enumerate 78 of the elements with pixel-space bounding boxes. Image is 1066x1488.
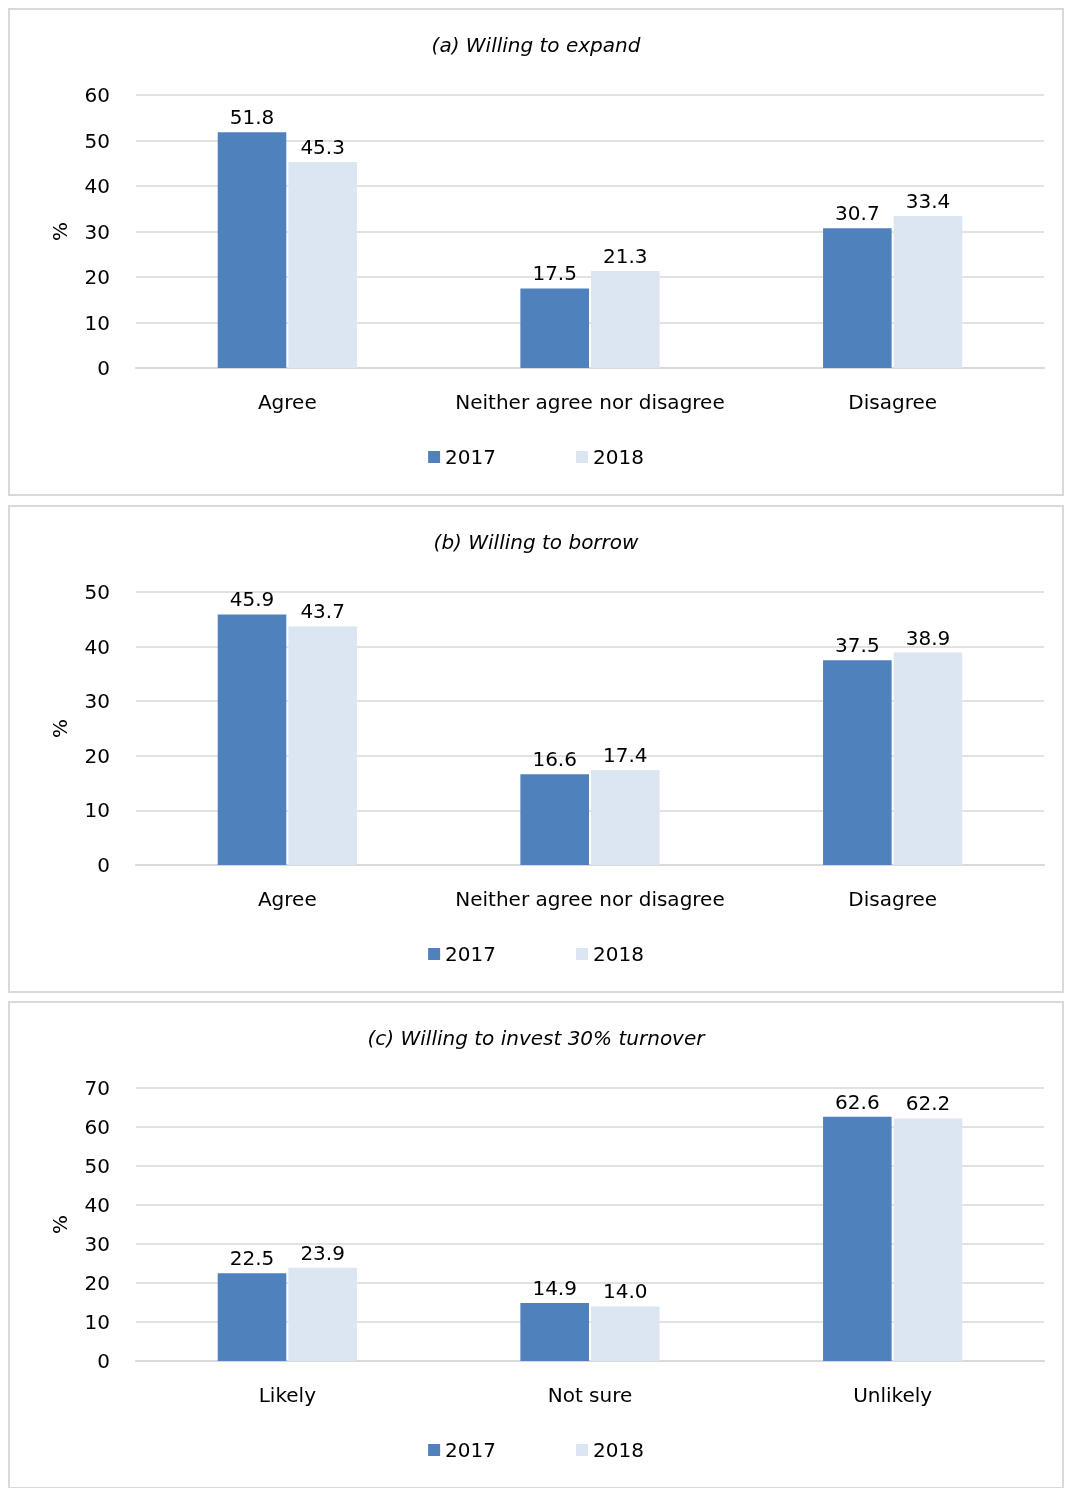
bar: [217, 1273, 287, 1361]
x-tick-label: Neither agree nor disagree: [455, 887, 725, 911]
bar: [591, 1306, 660, 1361]
x-tick-label: Unlikely: [853, 1383, 933, 1407]
y-axis-title: %: [48, 1214, 72, 1235]
bar: [893, 1118, 963, 1361]
x-tick-label: Neither agree nor disagree: [455, 390, 725, 414]
bar: [288, 626, 357, 865]
y-tick-label: 30: [84, 1232, 110, 1256]
y-tick-label: 20: [84, 265, 110, 289]
data-label: 17.4: [603, 743, 648, 767]
y-tick-label: 70: [84, 1076, 110, 1100]
bar: [823, 228, 892, 368]
y-tick-label: 20: [84, 1271, 110, 1295]
y-tick-label: 20: [84, 743, 110, 768]
legend-label: 2018: [593, 445, 644, 469]
y-tick-label: 50: [84, 128, 110, 153]
y-tick-label: 40: [84, 634, 110, 659]
data-label: 14.9: [532, 1275, 577, 1300]
legend-label: 2018: [593, 1438, 644, 1462]
y-tick-label: 40: [84, 174, 110, 198]
y-tick-label: 0: [97, 356, 110, 380]
y-tick-label: 50: [84, 1154, 110, 1178]
bar: [823, 660, 892, 865]
x-tick-label: Not sure: [547, 1383, 633, 1407]
data-label: 45.9: [229, 587, 275, 612]
data-label: 33.4: [905, 189, 951, 214]
x-tick-label: Agree: [257, 390, 317, 414]
x-tick-label: Disagree: [848, 390, 938, 414]
bar: [217, 132, 287, 368]
data-label: 30.7: [835, 201, 880, 226]
data-label: 38.9: [905, 625, 951, 650]
bar: [288, 161, 357, 368]
legend-label: 2017: [445, 1438, 497, 1462]
data-label: 62.6: [835, 1089, 880, 1114]
y-tick-label: 0: [97, 853, 110, 877]
bar: [823, 1116, 892, 1361]
chart-title: (b) Willing to borrow: [433, 530, 640, 554]
y-tick-label: 30: [84, 219, 110, 244]
data-label: 51.8: [229, 105, 275, 130]
data-label: 43.7: [300, 599, 345, 624]
x-tick-label: Disagree: [848, 887, 938, 911]
y-tick-label: 10: [84, 798, 110, 823]
legend-label: 2017: [445, 445, 497, 469]
bar: [591, 271, 660, 368]
legend-label: 2018: [593, 942, 644, 966]
bar: [893, 216, 963, 368]
data-label: 17.5: [532, 261, 577, 286]
y-tick-label: 40: [84, 1193, 110, 1217]
y-tick-label: 0: [97, 1349, 110, 1373]
chart-title: (c) Willing to invest 30% turnover: [367, 1026, 707, 1050]
y-tick-label: 10: [84, 310, 110, 335]
x-tick-label: Likely: [258, 1383, 317, 1407]
bar: [520, 774, 589, 865]
y-tick-label: 60: [84, 83, 110, 107]
data-label: 14.0: [603, 1279, 648, 1304]
bar: [217, 614, 287, 865]
data-label: 21.3: [603, 244, 648, 269]
bar: [591, 770, 660, 865]
bar: [520, 288, 589, 368]
chart-title: (a) Willing to expand: [431, 33, 641, 57]
data-label: 62.2: [905, 1091, 951, 1116]
x-tick-label: Agree: [257, 887, 317, 911]
data-label: 23.9: [300, 1240, 345, 1265]
y-tick-label: 30: [84, 689, 110, 714]
y-tick-label: 60: [84, 1115, 110, 1139]
data-label: 16.6: [532, 747, 577, 772]
data-label: 45.3: [300, 134, 345, 159]
y-tick-label: 10: [84, 1310, 110, 1334]
bar: [893, 652, 963, 865]
data-label: 37.5: [835, 633, 880, 658]
y-axis-title: %: [48, 221, 72, 242]
legend-label: 2017: [445, 942, 497, 966]
bar: [520, 1302, 589, 1361]
y-axis-title: %: [48, 718, 72, 739]
bar: [288, 1267, 357, 1361]
data-label: 22.5: [229, 1246, 275, 1271]
y-tick-label: 50: [84, 580, 110, 604]
